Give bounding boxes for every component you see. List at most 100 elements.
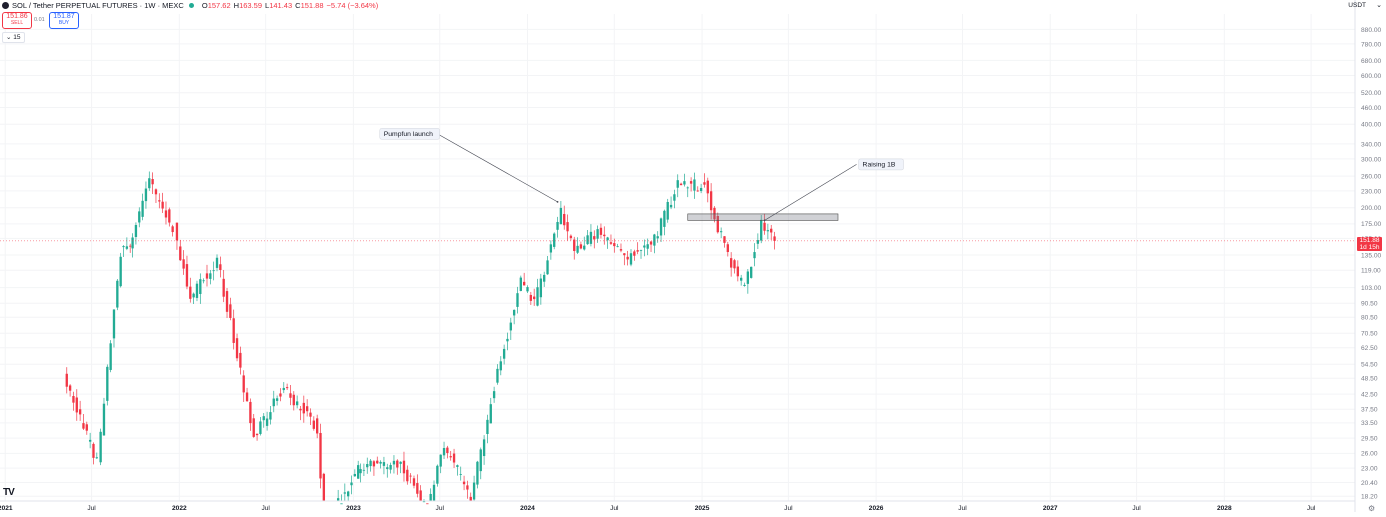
candle-body [736, 266, 740, 277]
candle-body [359, 469, 362, 474]
candle-body [222, 278, 225, 297]
candle-body [740, 277, 743, 281]
ohlc-low: L141.43 [265, 1, 293, 10]
candle-body [315, 418, 319, 434]
candle-body [409, 475, 412, 477]
candle-body [589, 231, 593, 244]
candle-body [609, 242, 613, 244]
ohlc-open: O157.62 [201, 1, 231, 10]
price-tick-label: 80.50 [1361, 315, 1378, 322]
candle-body [619, 249, 623, 251]
candle-body [506, 338, 509, 342]
indicators-toggle[interactable]: ⌄ 15 [2, 32, 25, 43]
candle-body [189, 286, 192, 299]
price-tick-label: 48.50 [1361, 376, 1378, 383]
candle-body [629, 253, 633, 265]
candle-body [689, 181, 693, 184]
last-price-label: 151.88 1d 15h [1357, 237, 1382, 251]
candle-body [536, 287, 539, 306]
candle-body [686, 187, 689, 189]
candle-body [673, 194, 676, 201]
candle-body [99, 431, 102, 463]
candle-body [106, 366, 109, 401]
candle-body [696, 190, 699, 192]
candle-body [452, 453, 456, 463]
candle-body [269, 412, 272, 420]
ohlc-change: −5.74 (−3.64%) [326, 1, 379, 10]
currency-selector[interactable]: USDT [1348, 2, 1366, 9]
time-tick-label: Jul [1307, 505, 1316, 512]
candle-body [259, 421, 262, 434]
tradingview-logo[interactable]: TV [3, 487, 15, 498]
candle-body [138, 211, 141, 223]
candle-body [102, 403, 106, 436]
candle-body [716, 215, 719, 233]
candle-body [116, 280, 119, 308]
candle-body [154, 189, 158, 195]
candle-body [392, 460, 396, 465]
candle-body [743, 284, 746, 286]
candle-body [773, 236, 776, 241]
candle-body [122, 246, 125, 248]
candle-body [82, 423, 85, 429]
candle-body [576, 245, 579, 253]
pumpfun-launch-callout-line [437, 133, 558, 203]
candle-body [522, 281, 526, 286]
price-tick-label: 20.40 [1361, 480, 1378, 487]
chevron-down-icon[interactable]: ⌄ [1376, 2, 1382, 9]
candle-body [436, 465, 439, 484]
candle-body [265, 418, 269, 426]
sell-button[interactable]: 151.86 SELL [2, 12, 32, 29]
candle-body [750, 266, 753, 278]
candle-body [179, 246, 182, 261]
candle-body [606, 237, 609, 241]
chevron-down-icon: ⌄ [6, 34, 12, 41]
candle-body [402, 460, 406, 474]
candle-body [723, 236, 726, 243]
candle-body [703, 182, 706, 185]
price-tick-label: 460.00 [1361, 105, 1382, 112]
raising-1b-callout[interactable]: Raising 1B [858, 158, 904, 171]
candle-body [693, 179, 696, 191]
candle-body [412, 478, 416, 486]
time-tick-label: 2027 [1043, 505, 1058, 512]
time-tick-label: Jul [261, 505, 270, 512]
last-price-value: 151.88 [1359, 237, 1380, 244]
sell-price: 151.86 [6, 13, 28, 20]
solana-logo-icon [2, 2, 9, 9]
candle-body [573, 239, 576, 252]
candle-body [626, 256, 629, 260]
candle-body [199, 279, 202, 295]
candle-body [442, 448, 446, 456]
candle-body [549, 244, 553, 253]
candle-body [476, 461, 479, 485]
candle-body [134, 224, 138, 237]
buy-label: BUY [58, 20, 70, 26]
candle-body [376, 460, 379, 464]
candle-body [399, 461, 402, 464]
candle-body [322, 473, 326, 501]
candle-body [726, 244, 729, 253]
pumpfun-launch-callout[interactable]: Pumpfun launch [379, 128, 440, 140]
candle-body [563, 213, 566, 226]
raising-1b-callout-box [858, 158, 904, 171]
support-zone-rectangle [687, 213, 839, 221]
candle-body [559, 207, 563, 225]
candle-body [232, 318, 235, 343]
candle-body [623, 253, 626, 256]
candle-body [456, 465, 459, 467]
candle-body [679, 183, 683, 186]
candle-body [225, 291, 229, 312]
sell-label: SELL [10, 20, 24, 26]
raising-1b-callout-anchor [763, 219, 766, 222]
buy-button[interactable]: 151.87 BUY [49, 12, 79, 29]
symbol-title[interactable]: SOL / Tether PERPETUAL FUTURES · 1W · ME… [12, 1, 184, 10]
candle-body [68, 385, 72, 391]
gear-icon[interactable]: ⚙ [1368, 504, 1376, 513]
candle-body [255, 433, 259, 436]
spread-value: 0.01 [34, 17, 45, 23]
candle-body [419, 490, 422, 501]
candle-body [439, 454, 442, 467]
